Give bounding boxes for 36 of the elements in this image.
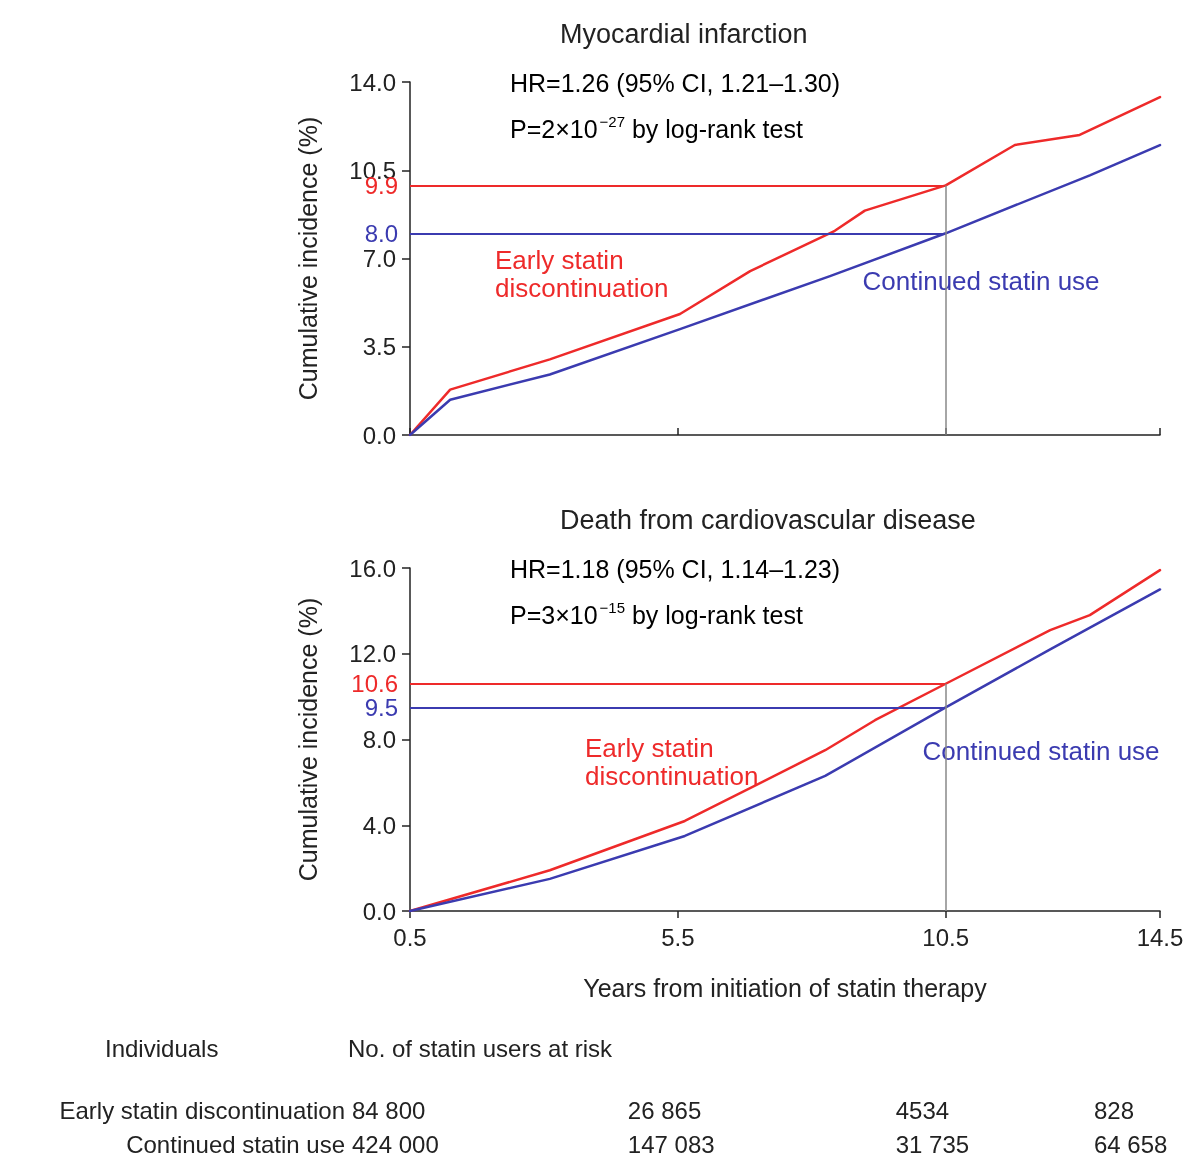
text: 424 000 xyxy=(352,1130,439,1158)
x-tick-label: 10.5 xyxy=(922,923,970,951)
series-label: Early statin discontinuation xyxy=(495,245,669,304)
text: Individuals xyxy=(105,1034,219,1062)
chart-title: Myocardial infarction xyxy=(560,18,808,49)
text: 828 xyxy=(1094,1096,1135,1124)
text: Continued statin use xyxy=(126,1130,345,1158)
text: 64 658 xyxy=(1094,1130,1168,1158)
text: No. of statin users at risk xyxy=(348,1034,614,1062)
y-tick-label: 16.0 xyxy=(349,554,396,582)
series-label: Continued statin use xyxy=(922,735,1160,766)
y-tick-label: 4.0 xyxy=(362,811,396,839)
annotation: HR=1.26 (95% CI, 1.21–1.30) xyxy=(510,68,841,97)
text: 31 735 xyxy=(895,1130,970,1158)
y-tick-label: 0.0 xyxy=(362,897,396,925)
text: Early statin discontinuation xyxy=(59,1096,346,1124)
text: 4534 xyxy=(895,1096,950,1124)
y-tick-label: 8.0 xyxy=(362,726,396,753)
y-axis-title: Cumulative incidence (%) xyxy=(293,597,322,882)
series-label: Continued statin use xyxy=(862,266,1100,297)
text: 147 083 xyxy=(627,1130,715,1158)
text: 26 865 xyxy=(627,1096,702,1124)
x-tick-label: 0.5 xyxy=(393,923,427,951)
x-axis-title: Years from initiation of statin therapy xyxy=(583,973,988,1002)
y-axis-title: Cumulative incidence (%) xyxy=(293,116,322,401)
y-tick-label: 14.0 xyxy=(349,68,396,96)
y-tick-label: 3.5 xyxy=(362,333,396,361)
y-tick-label: 0.0 xyxy=(362,421,396,449)
chart-title: Death from cardiovascular disease xyxy=(560,504,976,535)
y-tick-label: 12.0 xyxy=(349,640,396,668)
y-tick-label: 7.0 xyxy=(362,245,396,272)
x-tick-label: 5.5 xyxy=(661,923,695,951)
annotation: HR=1.18 (95% CI, 1.14–1.23) xyxy=(510,554,841,583)
x-tick-label: 14.5 xyxy=(1136,923,1184,951)
text: 84 800 xyxy=(352,1096,426,1124)
series-label: Early statin discontinuation xyxy=(585,732,759,791)
